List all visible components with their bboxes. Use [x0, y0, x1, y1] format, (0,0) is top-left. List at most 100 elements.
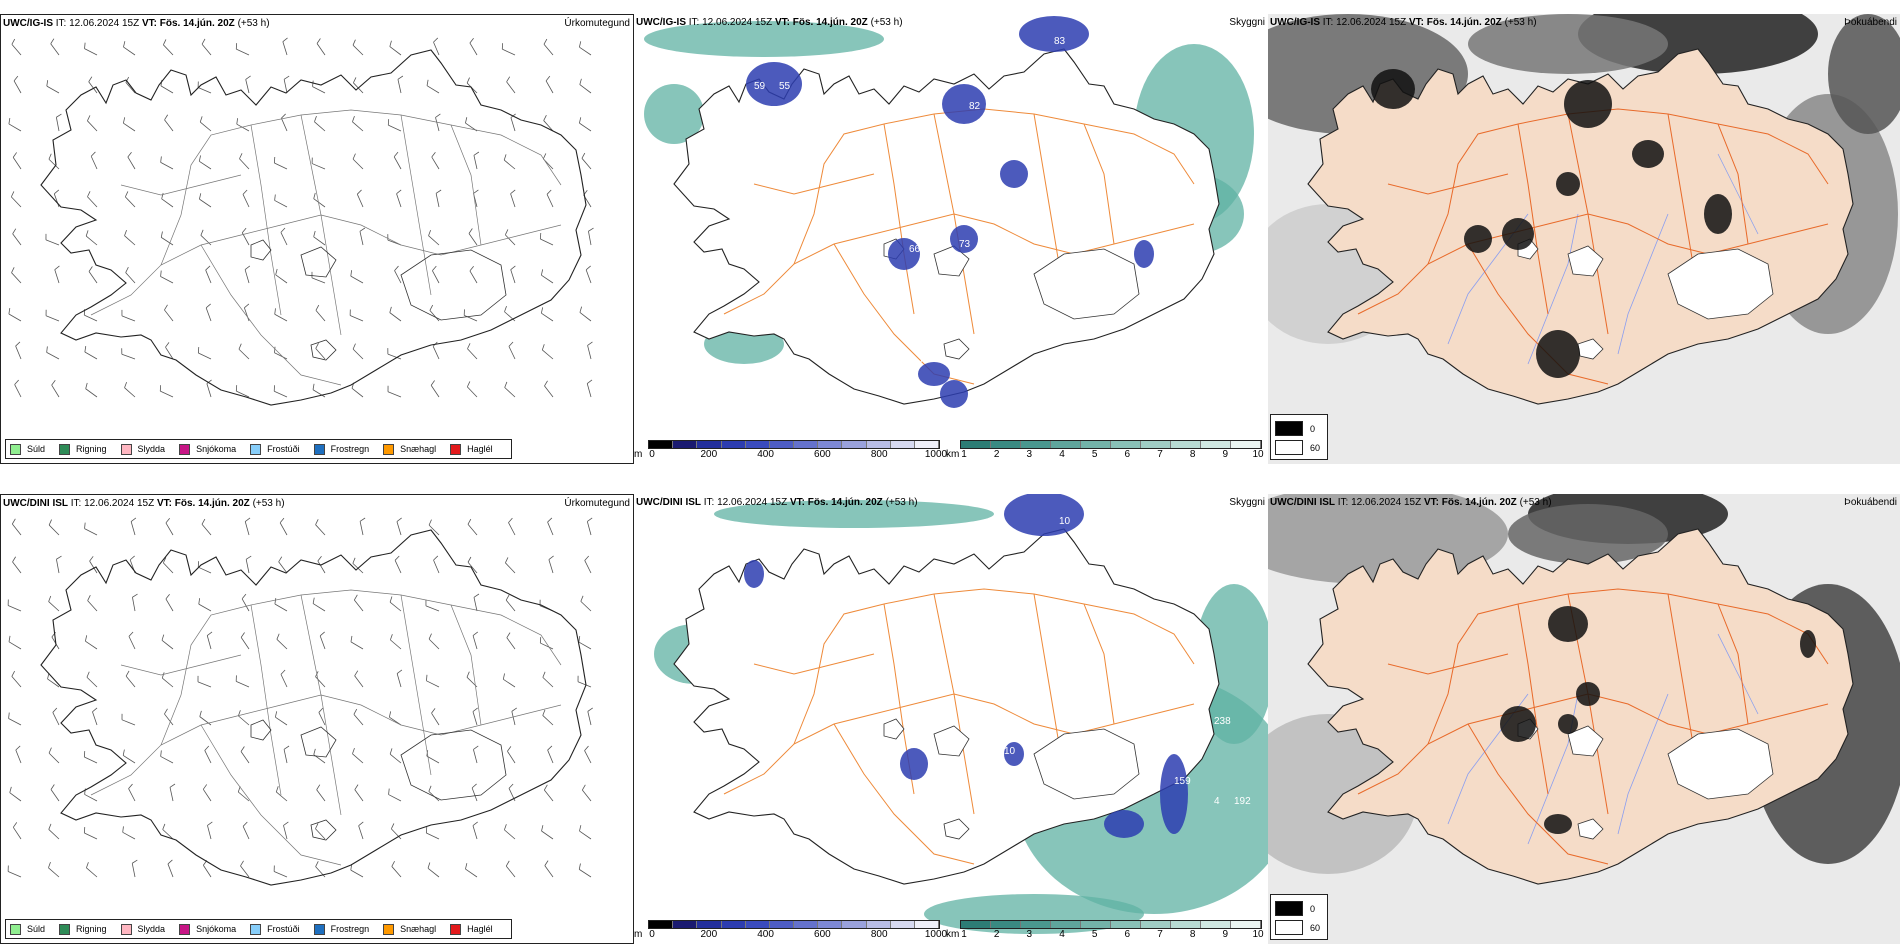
- colorbar-segment: [721, 441, 746, 448]
- legend-item: Slydda: [120, 923, 166, 935]
- ceiling-vis-map-top: 83 93 11 28 0 59 55 82 88 66 73 82 79 11: [644, 16, 1254, 408]
- legend-item: Frostregn: [313, 443, 370, 455]
- colorbar-segment: [842, 441, 867, 448]
- colorbar-tick: 5: [1091, 449, 1098, 460]
- colorbar-tick: 9: [1222, 449, 1229, 460]
- legend-label: Frostúði: [267, 924, 300, 934]
- colorbar-tick: 7: [1157, 929, 1163, 940]
- glacier-outlines: [250, 239, 507, 361]
- colorbar-segment: [1111, 441, 1141, 448]
- colorbar-segment: [673, 441, 698, 448]
- fog-map-top: [1268, 14, 1900, 464]
- colorbar-tick: 1: [961, 929, 967, 940]
- road-network: [90, 109, 562, 386]
- colorbar-tick: 1000: [924, 449, 948, 460]
- colorbar-segment: [961, 921, 991, 928]
- legend-label: Snæhagl: [400, 924, 437, 934]
- colorbar-segment: [1141, 441, 1171, 448]
- ceiling-value-label: 79: [919, 354, 931, 365]
- legend-swatch: [179, 923, 191, 935]
- legend-item: Súld: [10, 923, 45, 935]
- panel-title: UWC/DINI ISL IT: 12.06.2024 15Z VT: Fös.…: [1270, 497, 1552, 508]
- legend-swatch: [450, 443, 462, 455]
- colorbar-unit: m: [634, 929, 643, 940]
- glacier-outlines: [1517, 718, 1774, 840]
- legend-item: Frostúði: [250, 923, 300, 935]
- colorbar-segment: [842, 921, 867, 928]
- colorbar-segment: [818, 921, 843, 928]
- colorbar-tick: 200: [700, 929, 718, 940]
- legend-item: Snjókoma: [179, 443, 237, 455]
- colorbar-tick: 8: [1189, 929, 1196, 940]
- panel-label: Úrkomutegund: [564, 498, 630, 509]
- ceiling-vis-map-bottom: 10 95 10 1 73 10 238 159 3 4 192: [654, 494, 1268, 934]
- colorbar-gradient: [648, 440, 940, 449]
- colorbar-tick: 10: [1252, 449, 1264, 460]
- panel-title: UWC/DINI ISL IT: 12.06.2024 15Z VT: Fös.…: [636, 497, 918, 508]
- ceiling-field: [744, 494, 1188, 838]
- legend-label: Haglél: [467, 444, 493, 454]
- legend-item: Rigning: [59, 923, 107, 935]
- legend-swatch: [250, 443, 262, 455]
- legend-swatch: [450, 923, 462, 935]
- legend-item: Snæhagl: [383, 923, 437, 935]
- legend-label: Haglél: [467, 924, 493, 934]
- colorbar-segment: [1171, 441, 1201, 448]
- visibility-colorbar: km 1 2 3 4 5 6 7 8 9 10: [946, 918, 1266, 942]
- colorbar-segment: [1051, 921, 1081, 928]
- colorbar-segment: [769, 441, 795, 448]
- legend-swatch: [250, 923, 262, 935]
- legend-label: Slydda: [137, 924, 166, 934]
- fog-patches: [1371, 69, 1732, 378]
- legend-label: Snjókoma: [196, 444, 237, 454]
- colorbar-segment: [1141, 921, 1171, 928]
- colorbar-tick: 6: [1124, 929, 1131, 940]
- ceiling-value-label: 59: [754, 81, 766, 92]
- colorbar-segment: [649, 921, 674, 928]
- legend-label: Frostregn: [330, 444, 370, 454]
- glacier-outlines: [883, 718, 1140, 840]
- colorbar-segment: [794, 921, 819, 928]
- fog-map-bottom: [1268, 494, 1900, 944]
- colorbar-segment: [1081, 921, 1111, 928]
- panel-precip-type-top: UWC/IG-IS IT: 12.06.2024 15Z VT: Fös. 14…: [0, 14, 634, 464]
- ceiling-colorbar: m 0 200 400 600 800 1000: [634, 918, 947, 942]
- panel-title: UWC/IG-IS IT: 12.06.2024 15Z VT: Fös. 14…: [3, 18, 270, 29]
- colorbar-tick: 600: [814, 929, 831, 940]
- colorbar-ticks: 1 2 3 4 5 6 7 8 9 10: [946, 449, 1266, 461]
- legend-swatch: [383, 443, 395, 455]
- colorbar-tick: 400: [757, 449, 774, 460]
- precip-map-bottom: [7, 517, 593, 886]
- colorbar-tick: 200: [700, 449, 718, 460]
- legend-label: Snjókoma: [196, 924, 237, 934]
- colorbar-segment: [890, 921, 915, 928]
- panel-title: UWC/DINI ISL IT: 12.06.2024 15Z VT: Fös.…: [3, 498, 285, 509]
- legend-swatch: [383, 923, 395, 935]
- colorbar-segment: [794, 441, 819, 448]
- colorbar-tick: 3: [1026, 449, 1033, 460]
- colorbar-segment: [745, 441, 770, 448]
- wind-barbs: [8, 37, 594, 398]
- colorbar-segment: [1051, 441, 1081, 448]
- ceiling-value-label: 192: [1234, 796, 1251, 807]
- glacier-outlines: [1517, 238, 1774, 360]
- ceiling-value-label: 28: [1044, 84, 1056, 95]
- legend-label: Súld: [27, 444, 46, 454]
- ceiling-value-label: 11: [919, 384, 930, 395]
- colorbar-ticks: 0 200 400 600 800 1000: [634, 929, 947, 941]
- colorbar-segment: [1171, 921, 1201, 928]
- ceiling-value-label: 238: [1214, 716, 1231, 727]
- ceiling-value-label: 82: [889, 268, 901, 279]
- colorbar-tick: 6: [1124, 449, 1131, 460]
- ceiling-value-label: 10: [1004, 746, 1016, 757]
- colorbar-tick: 4: [1059, 449, 1065, 460]
- legend-item: Rigning: [59, 443, 107, 455]
- legend-label: Snæhagl: [400, 444, 437, 454]
- colorbar-segment: [1021, 441, 1051, 448]
- colorbar-tick: 800: [870, 449, 888, 460]
- colorbar-tick: 3: [1026, 929, 1033, 940]
- colorbar-tick: 8: [1189, 449, 1196, 460]
- ceiling-value-label: 159: [1174, 776, 1191, 787]
- panel-ceiling-visibility-top: 83 93 11 28 0 59 55 82 88 66 73 82 79 11 UWC/IG-IS IT…: [634, 14, 1268, 464]
- colorbar-tick: 2: [993, 929, 1000, 940]
